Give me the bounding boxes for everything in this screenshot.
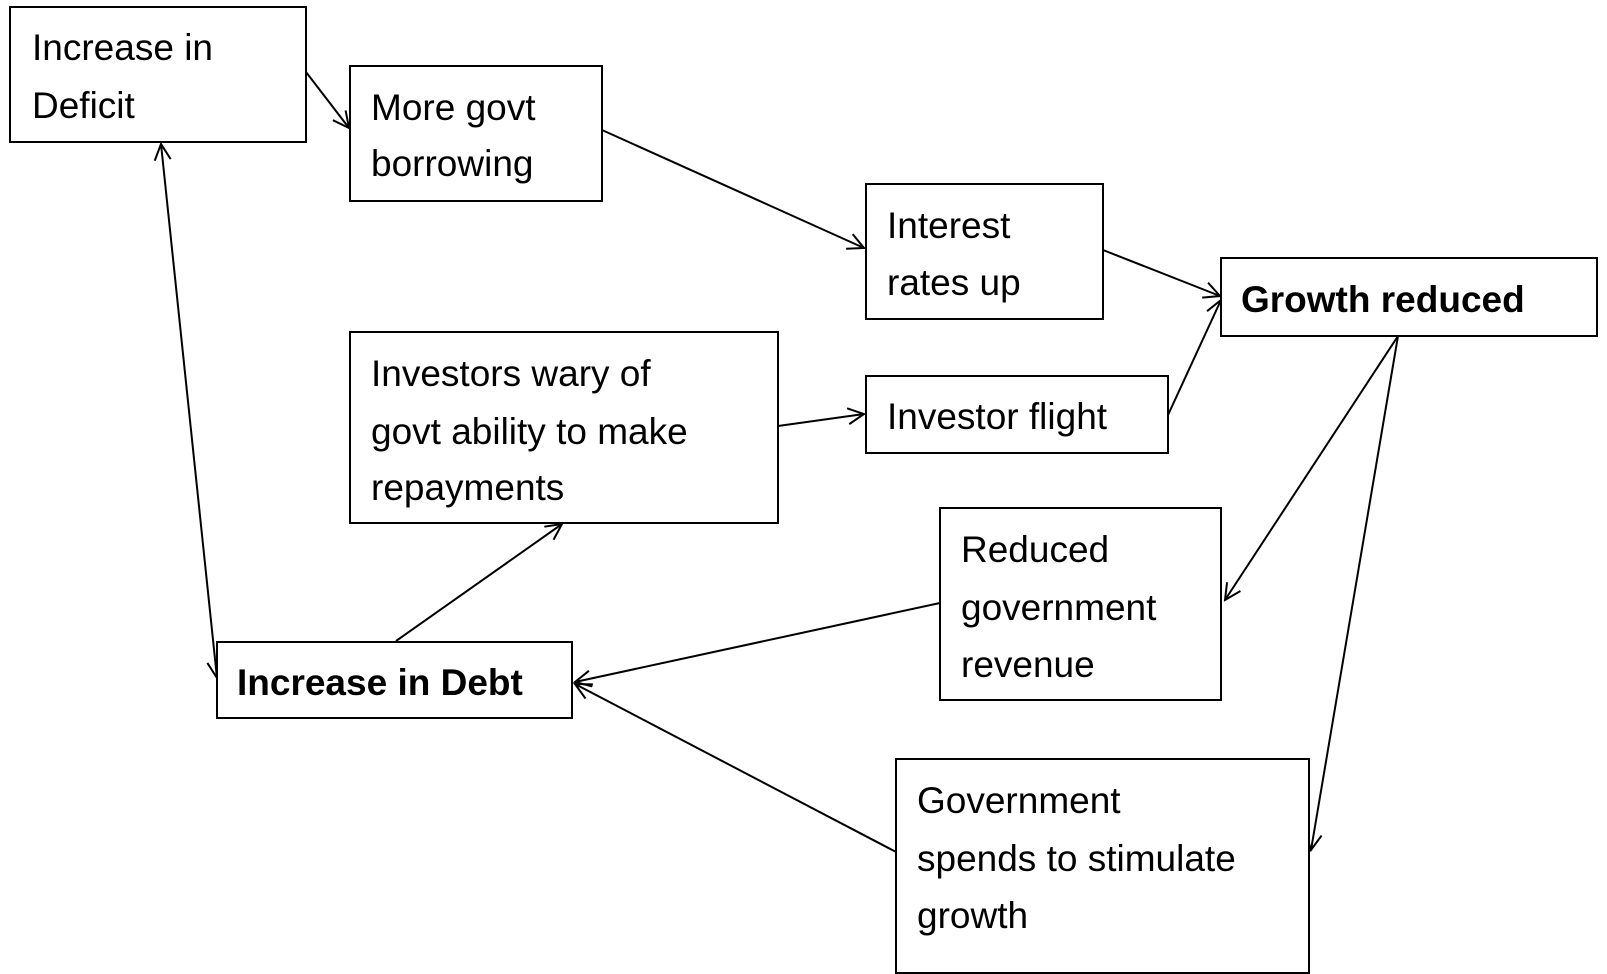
arrow [1311, 335, 1399, 850]
node-label: growth [917, 895, 1028, 936]
arrow [305, 71, 349, 128]
node-label: revenue [961, 644, 1095, 685]
node-label: Increase in [32, 27, 213, 68]
node-label: Deficit [32, 85, 136, 126]
node-label: spends to stimulate [917, 838, 1236, 879]
node-label: borrowing [371, 143, 533, 184]
node-box [865, 183, 1104, 320]
node-box [349, 65, 603, 202]
node-box [895, 758, 1310, 974]
arrow [575, 684, 899, 854]
node-box [349, 331, 779, 524]
node-label: Increase in Debt [237, 662, 523, 703]
node-label: rates up [887, 262, 1021, 303]
arrow [1167, 300, 1221, 416]
node-box [939, 507, 1222, 701]
node-label: Reduced [961, 529, 1109, 570]
arrow [1225, 335, 1399, 600]
node-box [865, 375, 1169, 454]
node-box [9, 6, 307, 143]
node-label: repayments [371, 467, 564, 508]
arrow [395, 524, 562, 642]
double-arrow [161, 144, 217, 678]
node-label: Investor flight [887, 396, 1108, 437]
arrow [575, 602, 941, 682]
arrow [777, 414, 864, 427]
node-label: Interest [887, 205, 1011, 246]
boxes [9, 6, 1598, 974]
arrow [601, 129, 864, 248]
node-label: Growth reduced [1241, 279, 1525, 320]
node-box [1220, 257, 1598, 337]
node-label: Government [917, 780, 1121, 821]
node-label: Investors wary of [371, 353, 651, 394]
arrows [161, 71, 1399, 854]
arrow [1102, 249, 1220, 296]
labels: Increase in Deficit More govt borrowing … [32, 27, 1525, 936]
node-label: government [961, 587, 1157, 628]
node-box [216, 641, 573, 719]
node-label: More govt [371, 87, 536, 128]
node-label: govt ability to make [371, 411, 688, 452]
